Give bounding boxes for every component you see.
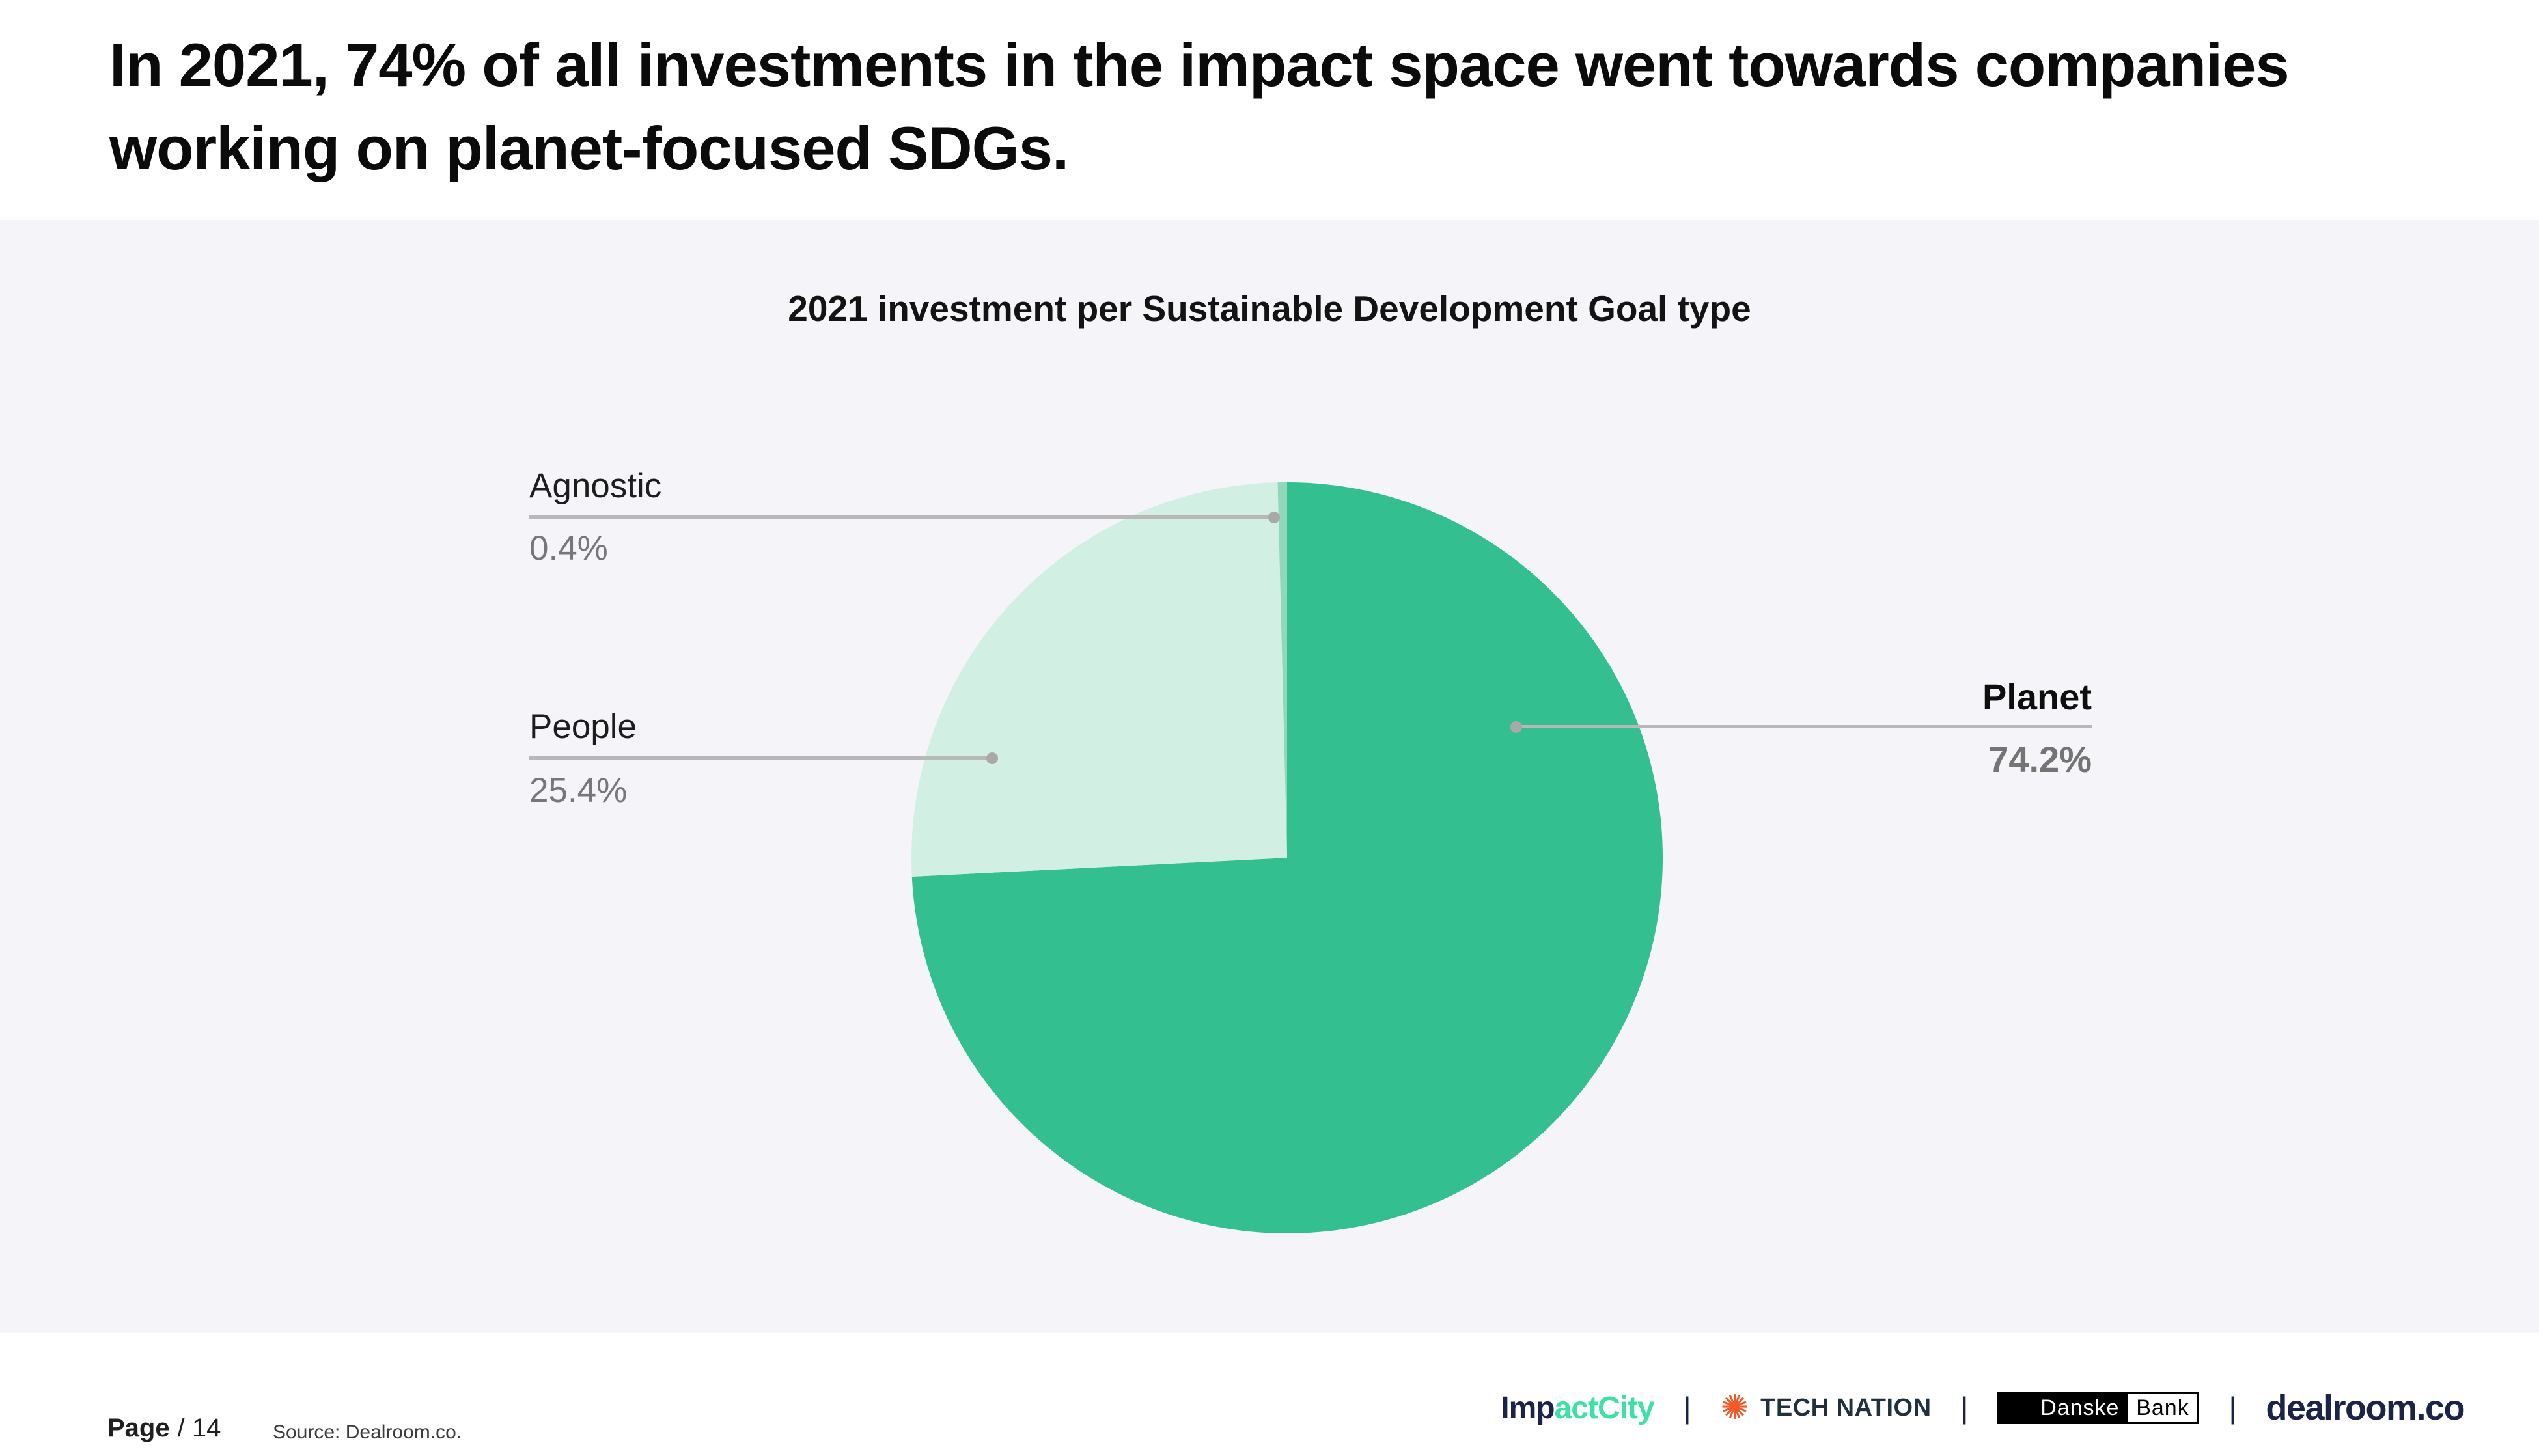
logo-separator: | <box>2228 1391 2237 1425</box>
logo-separator: | <box>1960 1391 1969 1425</box>
partner-logos: ImpactCity | ✺ TECH NATION | Danske Bank… <box>1501 1385 2465 1431</box>
page-indicator: Page / 14 <box>107 1414 221 1443</box>
slice-value-agnostic: 0.4% <box>529 529 608 568</box>
dealroom-logo: dealroom.co <box>2266 1388 2465 1427</box>
chart-title: 2021 investment per Sustainable Developm… <box>788 288 1751 329</box>
people-callout-line <box>529 756 992 760</box>
logo-separator: | <box>1683 1391 1691 1425</box>
planet-callout-dot <box>1510 721 1522 733</box>
agnostic-callout-dot <box>1268 512 1280 523</box>
impactcity-logo: ImpactCity <box>1501 1390 1654 1426</box>
page-number: / 14 <box>177 1414 221 1442</box>
agnostic-callout-line <box>529 515 1275 519</box>
impactcity-logo-part2: actCity <box>1554 1390 1655 1425</box>
slice-label-agnostic: Agnostic <box>529 467 662 505</box>
pie-chart <box>911 482 1663 1233</box>
people-callout-dot <box>986 752 998 764</box>
slice-value-people: 25.4% <box>529 771 628 810</box>
danske-bank-logo: Danske Bank <box>1997 1392 2200 1424</box>
source-note: Source: Dealroom.co. <box>273 1422 462 1443</box>
pie-slice-people <box>911 482 1287 877</box>
pie-slice-planet <box>911 482 1663 1233</box>
technation-sun-icon: ✺ <box>1720 1388 1749 1427</box>
slide-title: In 2021, 74% of all investments in the i… <box>109 31 2290 182</box>
slice-label-people: People <box>529 707 637 746</box>
impactcity-logo-part1: Imp <box>1501 1390 1555 1425</box>
technation-logo-text: TECH NATION <box>1760 1394 1932 1422</box>
planet-callout-line <box>1516 725 2092 728</box>
technation-logo: ✺ TECH NATION <box>1721 1391 1932 1425</box>
danske-bank-logo-bank: Bank <box>2126 1392 2200 1424</box>
pie-slice-agnostic <box>1277 482 1287 858</box>
danske-bank-logo-danske: Danske <box>1997 1392 2126 1424</box>
slice-label-planet: Planet <box>1982 676 2092 717</box>
slice-value-planet: 74.2% <box>1988 739 2092 780</box>
page-label: Page <box>107 1414 170 1442</box>
